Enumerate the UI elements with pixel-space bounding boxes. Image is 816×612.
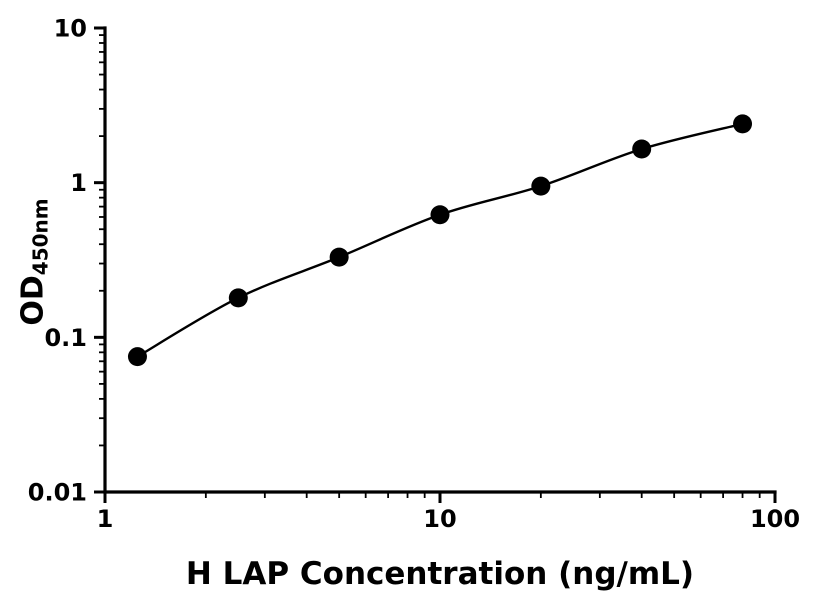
data-point — [430, 205, 450, 225]
data-point — [632, 139, 652, 159]
data-point — [228, 288, 248, 308]
data-point — [127, 347, 147, 367]
data-point — [531, 176, 551, 196]
x-axis-title: H LAP Concentration (ng/mL) — [185, 556, 695, 592]
data-point — [733, 114, 753, 134]
y-tick-label: 1 — [70, 169, 87, 197]
y-axis-title-main: OD — [15, 275, 51, 326]
x-tick-label: 10 — [423, 505, 456, 533]
y-tick-label: 10 — [54, 15, 87, 43]
y-axis-title: OD450nm — [16, 198, 53, 325]
x-tick-label: 1 — [97, 505, 114, 533]
y-tick-label: 0.1 — [44, 324, 87, 352]
data-point — [329, 247, 349, 267]
fit-curve — [136, 122, 743, 358]
y-axis-title-subscript: 450nm — [28, 198, 53, 276]
x-tick-label: 100 — [750, 505, 800, 533]
y-tick-label: 0.01 — [28, 479, 87, 507]
